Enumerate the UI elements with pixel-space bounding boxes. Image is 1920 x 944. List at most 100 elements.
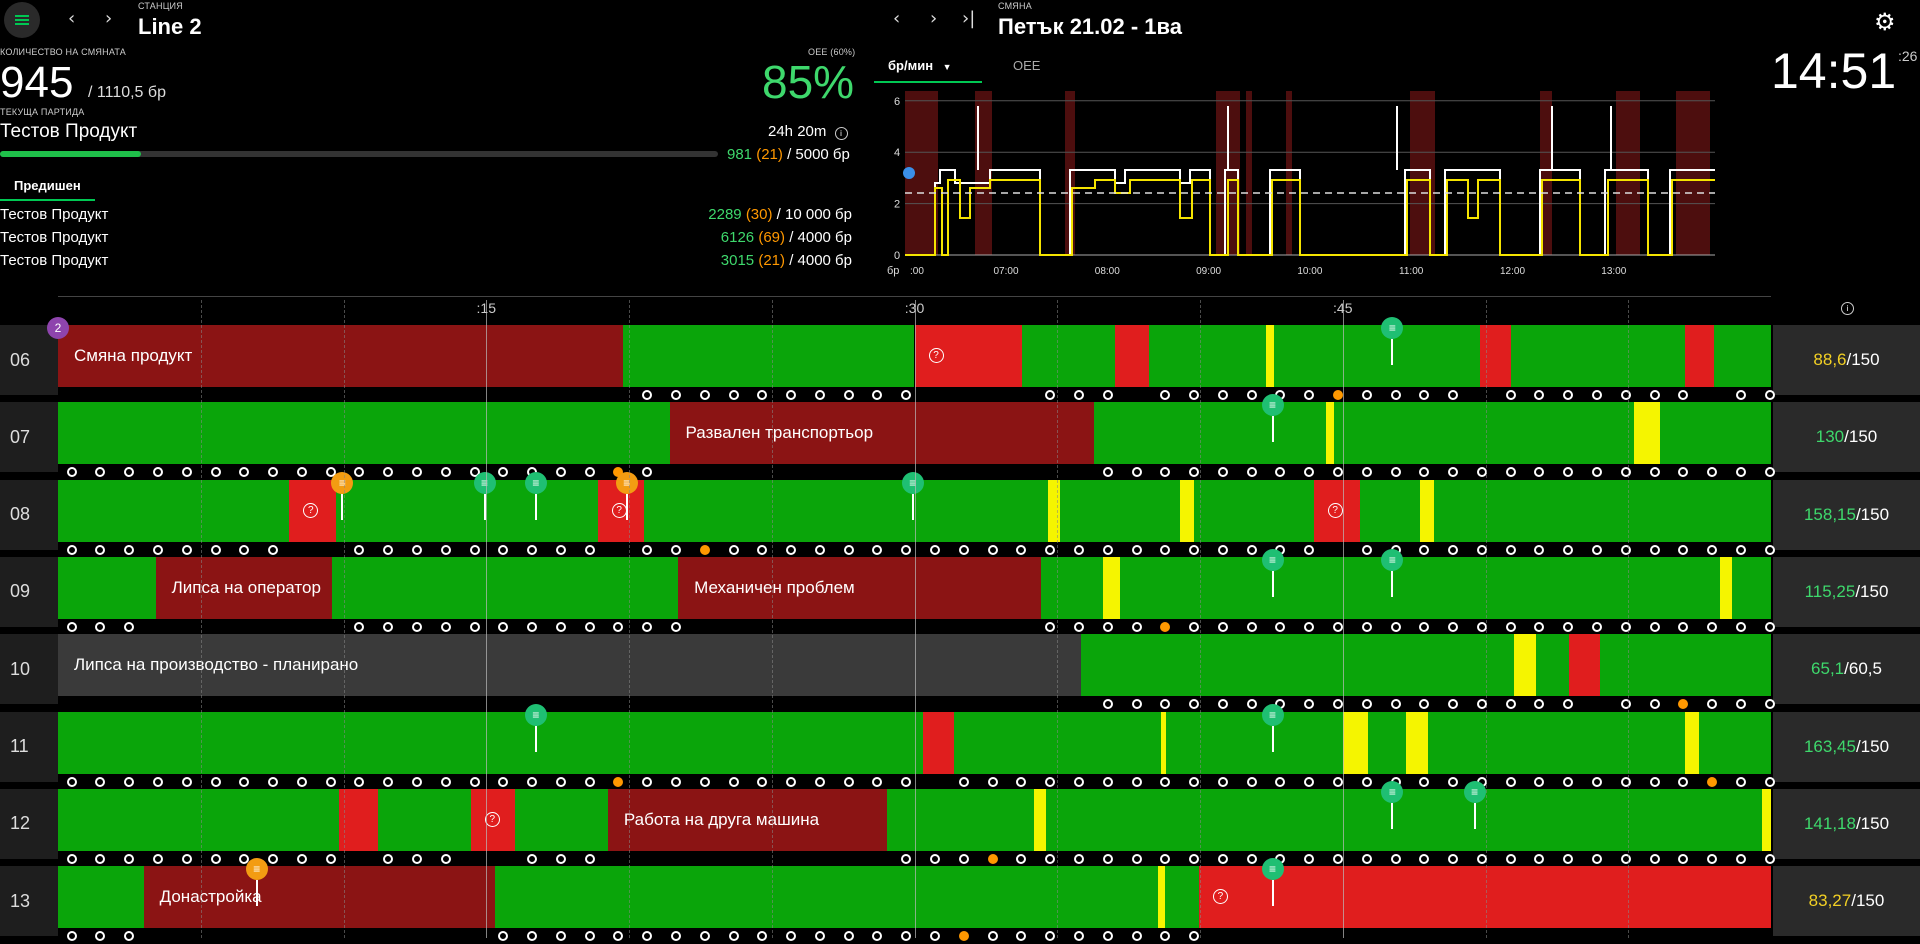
- event-dot[interactable]: [153, 544, 164, 555]
- event-dot[interactable]: [1678, 544, 1689, 555]
- event-dot[interactable]: [66, 621, 77, 632]
- event-dot[interactable]: [1764, 853, 1775, 864]
- event-dot[interactable]: [1563, 467, 1574, 478]
- timeline-segment[interactable]: [1274, 325, 1480, 387]
- event-dot[interactable]: [1073, 621, 1084, 632]
- timeline-segment[interactable]: [1719, 556, 1732, 619]
- event-dot[interactable]: [1189, 699, 1200, 710]
- event-dot[interactable]: [584, 776, 595, 787]
- timeline-segment[interactable]: Развален транспортьор: [669, 402, 1095, 465]
- timeline-segment[interactable]: [1536, 634, 1569, 697]
- event-dot[interactable]: [1304, 853, 1315, 864]
- timeline-segment[interactable]: Работа на друга машина: [607, 788, 888, 851]
- checklist-pin[interactable]: ≡: [1381, 780, 1407, 829]
- timeline-segment[interactable]: [1334, 402, 1634, 465]
- timeline-lane[interactable]: ? Работа на друга машина ≡ ≡: [58, 780, 1775, 864]
- event-dot[interactable]: [642, 467, 653, 478]
- event-dot[interactable]: [412, 621, 423, 632]
- event-dot[interactable]: [1016, 776, 1027, 787]
- event-dot[interactable]: [1735, 390, 1746, 400]
- event-dot[interactable]: [1304, 544, 1315, 555]
- timeline-lane[interactable]: ??? ≡ ≡ ≡ ≡ ≡: [58, 471, 1775, 555]
- event-dot[interactable]: [1073, 390, 1084, 400]
- event-dot[interactable]: [757, 544, 768, 555]
- event-dot[interactable]: [1563, 621, 1574, 632]
- event-dot[interactable]: [814, 390, 825, 400]
- checklist-pin[interactable]: ≡: [901, 471, 928, 520]
- event-dot[interactable]: [1332, 390, 1343, 400]
- timeline-segment[interactable]: [1193, 479, 1314, 542]
- event-dot[interactable]: [1016, 544, 1027, 555]
- checklist-pin[interactable]: ≡: [524, 703, 551, 752]
- event-dot[interactable]: [613, 776, 624, 787]
- event-dot[interactable]: [210, 776, 221, 787]
- event-dot[interactable]: [498, 544, 509, 555]
- event-dot[interactable]: [1620, 390, 1631, 400]
- event-dot[interactable]: [95, 467, 106, 478]
- question-icon[interactable]: ?: [303, 502, 319, 518]
- timeline-lane[interactable]: Липса на оператор Механичен проблем ≡ ≡: [58, 548, 1775, 632]
- event-dot[interactable]: [440, 467, 451, 478]
- event-dot[interactable]: [1160, 544, 1171, 555]
- event-dot[interactable]: [268, 544, 279, 555]
- checklist-pin[interactable]: ≡: [615, 471, 642, 520]
- timeline-lane[interactable]: Донастройка? ≡ ≡: [58, 858, 1771, 942]
- event-dot[interactable]: [1131, 699, 1142, 710]
- event-dot[interactable]: [1678, 699, 1689, 710]
- timeline-segment[interactable]: [1060, 479, 1180, 542]
- event-dot[interactable]: [1016, 853, 1027, 864]
- info-icon[interactable]: i: [834, 127, 848, 140]
- event-dot[interactable]: [1735, 544, 1746, 555]
- checklist-pin[interactable]: ≡: [1381, 548, 1407, 597]
- event-dot[interactable]: [1304, 467, 1315, 478]
- event-dot[interactable]: [1448, 699, 1459, 710]
- count-badge[interactable]: 2: [47, 317, 69, 339]
- event-dot[interactable]: [613, 931, 624, 942]
- event-dot[interactable]: [1591, 776, 1602, 787]
- timeline-segment[interactable]: [1120, 556, 1720, 619]
- event-dot[interactable]: [555, 544, 566, 555]
- event-dot[interactable]: [671, 544, 682, 555]
- question-icon[interactable]: ?: [1212, 889, 1228, 905]
- event-dot[interactable]: [527, 621, 538, 632]
- event-dot[interactable]: [1102, 699, 1113, 710]
- event-dot[interactable]: [728, 776, 739, 787]
- event-dot[interactable]: [1189, 853, 1200, 864]
- event-dot[interactable]: [1246, 467, 1257, 478]
- timeline-segment[interactable]: ?: [914, 325, 1023, 387]
- event-dot[interactable]: [671, 621, 682, 632]
- event-dot[interactable]: [1361, 699, 1372, 710]
- event-dot[interactable]: [1361, 390, 1372, 400]
- event-dot[interactable]: [1217, 853, 1228, 864]
- checklist-pin[interactable]: ≡: [1261, 703, 1288, 752]
- event-dot[interactable]: [383, 467, 394, 478]
- event-dot[interactable]: [1764, 699, 1775, 710]
- timeline-segment[interactable]: [58, 556, 156, 619]
- event-dot[interactable]: [1764, 621, 1775, 632]
- event-dot[interactable]: [1045, 544, 1056, 555]
- event-dot[interactable]: [296, 853, 307, 864]
- event-dot[interactable]: [296, 776, 307, 787]
- event-dot[interactable]: [527, 853, 538, 864]
- event-dot[interactable]: [124, 544, 135, 555]
- timeline-segment[interactable]: [623, 325, 915, 387]
- event-dot[interactable]: [1563, 776, 1574, 787]
- event-dot[interactable]: [1678, 776, 1689, 787]
- event-dot[interactable]: [1160, 699, 1171, 710]
- timeline-segment[interactable]: Липса на производство - планирано: [58, 634, 1081, 697]
- event-dot[interactable]: [268, 467, 279, 478]
- checklist-pin[interactable]: ≡: [1381, 317, 1407, 365]
- event-dot[interactable]: [1534, 699, 1545, 710]
- prev-station-button[interactable]: ‹: [68, 8, 76, 29]
- event-dot[interactable]: [642, 776, 653, 787]
- event-dot[interactable]: [1707, 776, 1718, 787]
- event-dot[interactable]: [1217, 621, 1228, 632]
- timeline-lane[interactable]: ≡ ≡: [58, 703, 1775, 787]
- event-dot[interactable]: [1275, 776, 1286, 787]
- timeline-segment[interactable]: [1510, 325, 1686, 387]
- event-dot[interactable]: [1016, 931, 1027, 942]
- event-dot[interactable]: [1591, 467, 1602, 478]
- event-dot[interactable]: [1419, 776, 1430, 787]
- event-dot[interactable]: [1534, 390, 1545, 400]
- event-dot[interactable]: [1189, 931, 1200, 942]
